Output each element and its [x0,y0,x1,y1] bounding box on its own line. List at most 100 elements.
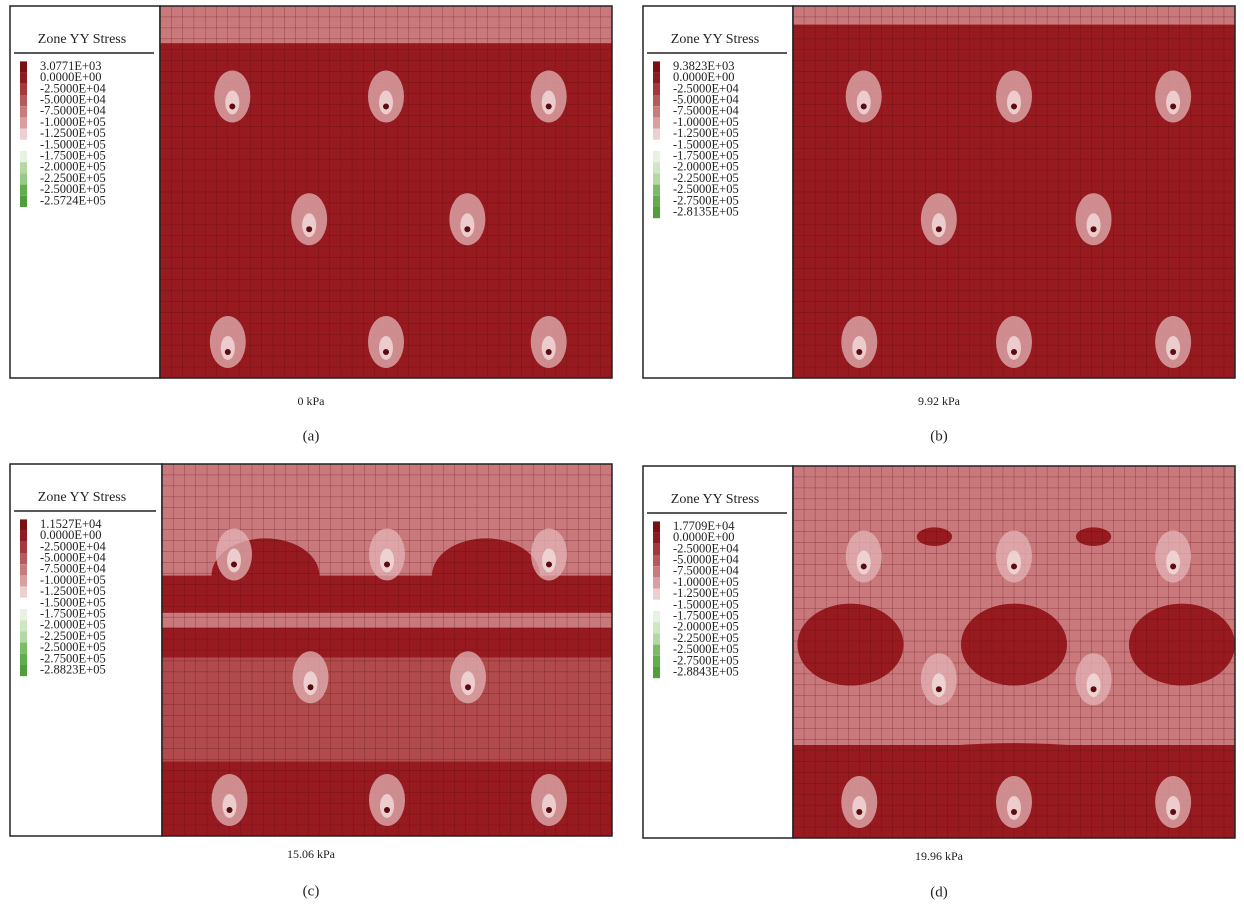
anchor-core [379,90,393,114]
legend-swatch [653,589,660,600]
anchor-point [861,103,867,109]
anchor-core [1166,336,1180,360]
panel: Zone YY Stress3.0771E+030.0000E+00-2.500… [10,6,612,444]
legend-swatch [20,95,27,106]
legend-swatch [653,600,660,611]
legend-swatch [20,73,27,84]
legend-swatch [653,140,660,151]
anchor-core [1166,90,1180,114]
legend-swatch [653,196,660,207]
legend-swatch [20,609,27,620]
panel-label: (a) [303,428,320,444]
panel-label: (b) [930,428,948,444]
pressure-caption: 19.96 kPa [915,849,964,863]
legend-label: -2.8843E+05 [673,664,739,678]
panel: Zone YY Stress9.3823E+030.0000E+00-2.500… [643,6,1235,444]
anchor-core [221,336,235,360]
legend-swatch [653,151,660,162]
legend-swatch [20,643,27,654]
dark-zone [1129,604,1235,686]
dark-zone [1076,527,1111,546]
anchor-core [1166,796,1180,820]
anchor-point [546,807,552,813]
legend-swatch [653,577,660,588]
legend-swatch [20,185,27,196]
contour-plot [793,6,1235,378]
figure: Zone YY Stress3.0771E+030.0000E+00-2.500… [0,0,1244,906]
dark-zone [917,527,952,546]
panel: Zone YY Stress1.1527E+040.0000E+00-2.500… [10,464,612,899]
anchor-core [227,548,241,572]
anchor-point [546,349,552,355]
anchor-core [461,671,475,695]
panel-label: (d) [930,884,948,900]
anchor-point [546,103,552,109]
legend-swatch [653,533,660,544]
anchor-core [223,794,237,818]
anchor-core [1087,213,1101,237]
anchor-point [1011,809,1017,815]
legend-swatch [653,667,660,678]
anchor-point [229,103,235,109]
legend-swatch [20,61,27,72]
anchor-point [856,809,862,815]
legend-title: Zone YY Stress [38,32,126,47]
legend-swatch [653,84,660,95]
anchor-point [306,226,312,232]
anchor-core [932,673,946,697]
anchor-core [1007,550,1021,574]
anchor-point [383,349,389,355]
anchor-point [936,226,942,232]
pressure-caption: 15.06 kPa [287,847,336,861]
legend-swatch [20,531,27,542]
legend-swatch [653,185,660,196]
anchor-core [542,794,556,818]
anchor-core [1087,673,1101,697]
anchor-point [384,807,390,813]
anchor-point [383,103,389,109]
legend-swatch [653,61,660,72]
contour-plot [160,6,612,378]
dark-zone [797,604,903,686]
legend-swatch [20,196,27,207]
legend-label: -2.5724E+05 [40,193,106,207]
anchor-core [852,336,866,360]
legend-swatch [20,173,27,184]
anchor-point [1170,563,1176,569]
panel-label: (c) [303,883,320,899]
anchor-core [304,671,318,695]
anchor-core [857,550,871,574]
anchor-core [1166,550,1180,574]
anchor-core [380,794,394,818]
anchor-core [542,548,556,572]
anchor-point [861,563,867,569]
anchor-point [1091,686,1097,692]
anchor-point [464,226,470,232]
pressure-caption: 9.92 kPa [918,394,961,408]
anchor-point [225,349,231,355]
anchor-core [380,548,394,572]
legend-swatch [20,654,27,665]
anchor-core [1007,90,1021,114]
legend-swatch [653,645,660,656]
legend-swatch [653,162,660,173]
legend-swatch [653,73,660,84]
legend-swatch [653,622,660,633]
legend-swatch [20,84,27,95]
anchor-point [1170,809,1176,815]
legend-swatch [20,151,27,162]
legend-swatch [653,566,660,577]
legend-label: -2.8823E+05 [40,662,106,676]
anchor-point [231,561,237,567]
anchor-core [302,213,316,237]
legend-swatch [653,544,660,555]
anchor-core [1007,796,1021,820]
anchor-core [225,90,239,114]
legend-swatch [20,519,27,530]
anchor-point [1170,349,1176,355]
legend-title: Zone YY Stress [38,490,126,505]
anchor-point [1170,103,1176,109]
anchor-core [379,336,393,360]
anchor-point [465,684,471,690]
legend-swatch [653,95,660,106]
